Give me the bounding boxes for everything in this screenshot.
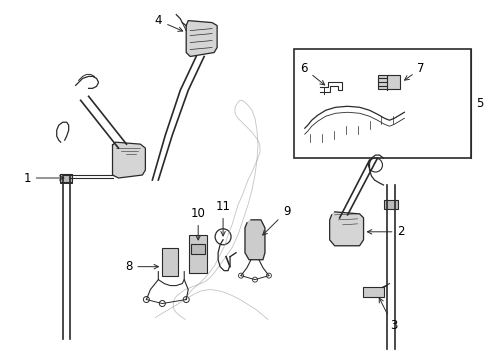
Text: 7: 7 — [405, 62, 425, 80]
FancyArrowPatch shape — [368, 286, 387, 293]
Bar — [60, 174, 72, 182]
Text: 8: 8 — [125, 260, 158, 273]
Bar — [191, 244, 205, 254]
Text: 5: 5 — [476, 97, 484, 110]
Text: 2: 2 — [368, 225, 405, 238]
Text: 9: 9 — [263, 205, 291, 235]
Text: 10: 10 — [191, 207, 206, 240]
Polygon shape — [186, 21, 217, 57]
Bar — [189, 235, 207, 273]
Bar — [162, 248, 178, 276]
Text: 3: 3 — [379, 298, 397, 332]
Bar — [363, 287, 385, 297]
Bar — [294, 49, 471, 158]
Text: 11: 11 — [216, 200, 231, 236]
Text: 4: 4 — [155, 14, 183, 31]
Text: 1: 1 — [24, 171, 64, 185]
Bar — [385, 201, 398, 210]
Polygon shape — [245, 220, 265, 260]
Bar — [378, 75, 400, 89]
Polygon shape — [330, 212, 364, 246]
Polygon shape — [113, 142, 146, 178]
Text: 6: 6 — [300, 62, 325, 85]
